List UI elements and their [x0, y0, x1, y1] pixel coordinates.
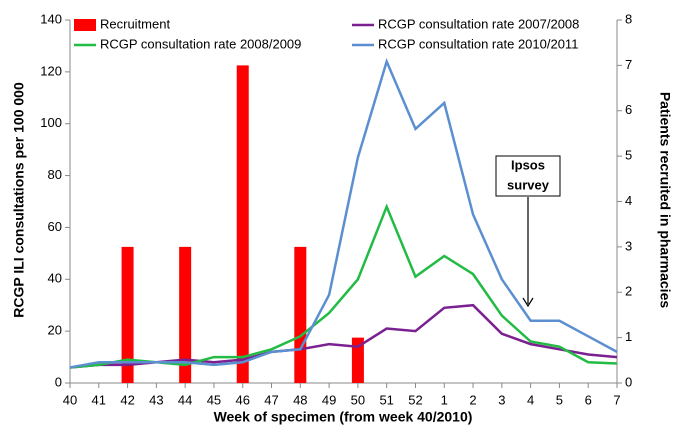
x-tick-label: 47 — [264, 392, 278, 407]
annotation-arrowhead — [522, 297, 534, 308]
bar — [121, 246, 134, 383]
x-tick-label: 5 — [556, 392, 563, 407]
y-tick-label: 120 — [40, 63, 62, 78]
y2-axis-label: Patients recruited in pharmacies — [657, 92, 673, 309]
legend-label: RCGP consultation rate 2007/2008 — [378, 16, 579, 31]
y2-tick-label: 7 — [625, 57, 632, 72]
y2-tick-label: 6 — [625, 102, 632, 117]
y-tick-label: 20 — [48, 323, 62, 338]
y-tick-label: 0 — [55, 374, 62, 389]
y2-tick-label: 0 — [625, 374, 632, 389]
legend-swatch — [74, 19, 96, 31]
legend-label: RCGP consultation rate 2010/2011 — [378, 36, 578, 51]
x-tick-label: 46 — [236, 392, 250, 407]
x-tick-label: 1 — [441, 392, 448, 407]
x-tick-label: 4 — [527, 392, 534, 407]
y2-tick-label: 8 — [625, 11, 632, 26]
x-tick-label: 51 — [379, 392, 393, 407]
y-tick-label: 100 — [40, 115, 62, 130]
line — [69, 303, 618, 369]
x-tick-label: 44 — [178, 392, 192, 407]
bar — [179, 246, 192, 383]
x-tick-label: 2 — [469, 392, 476, 407]
y2-tick-label: 4 — [625, 193, 632, 208]
x-tick-label: 45 — [207, 392, 221, 407]
x-tick-label: 49 — [322, 392, 336, 407]
line — [69, 57, 618, 369]
x-tick-label: 6 — [585, 392, 592, 407]
bar — [351, 337, 364, 383]
annotation: survey — [507, 177, 550, 192]
annotation: Ipsos — [511, 157, 545, 172]
x-tick-label: 7 — [613, 392, 620, 407]
annotation-box — [495, 155, 561, 197]
x-tick-label: 42 — [120, 392, 134, 407]
x-axis-label: Week of specimen (from week 40/2010) — [214, 409, 473, 425]
y-axis-label: RCGP ILI consultations per 100 000 — [11, 82, 27, 318]
y-tick-label: 80 — [48, 167, 62, 182]
y-tick-label: 60 — [48, 219, 62, 234]
x-tick-label: 48 — [293, 392, 307, 407]
y2-tick-label: 2 — [625, 284, 632, 299]
y2-tick-label: 1 — [625, 329, 632, 344]
x-tick-label: 50 — [351, 392, 365, 407]
bar — [294, 246, 307, 383]
y-tick-label: 140 — [40, 11, 62, 26]
bar — [236, 65, 249, 383]
x-tick-label: 40 — [63, 392, 77, 407]
x-tick-label: 3 — [498, 392, 505, 407]
y2-tick-label: 3 — [625, 238, 632, 253]
y2-tick-label: 5 — [625, 148, 632, 163]
x-tick-label: 43 — [149, 392, 163, 407]
y-tick-label: 40 — [48, 271, 62, 286]
x-tick-label: 41 — [92, 392, 106, 407]
legend-label: RCGP consultation rate 2008/2009 — [100, 36, 301, 51]
x-tick-label: 52 — [408, 392, 422, 407]
legend-label: Recruitment — [100, 16, 170, 31]
